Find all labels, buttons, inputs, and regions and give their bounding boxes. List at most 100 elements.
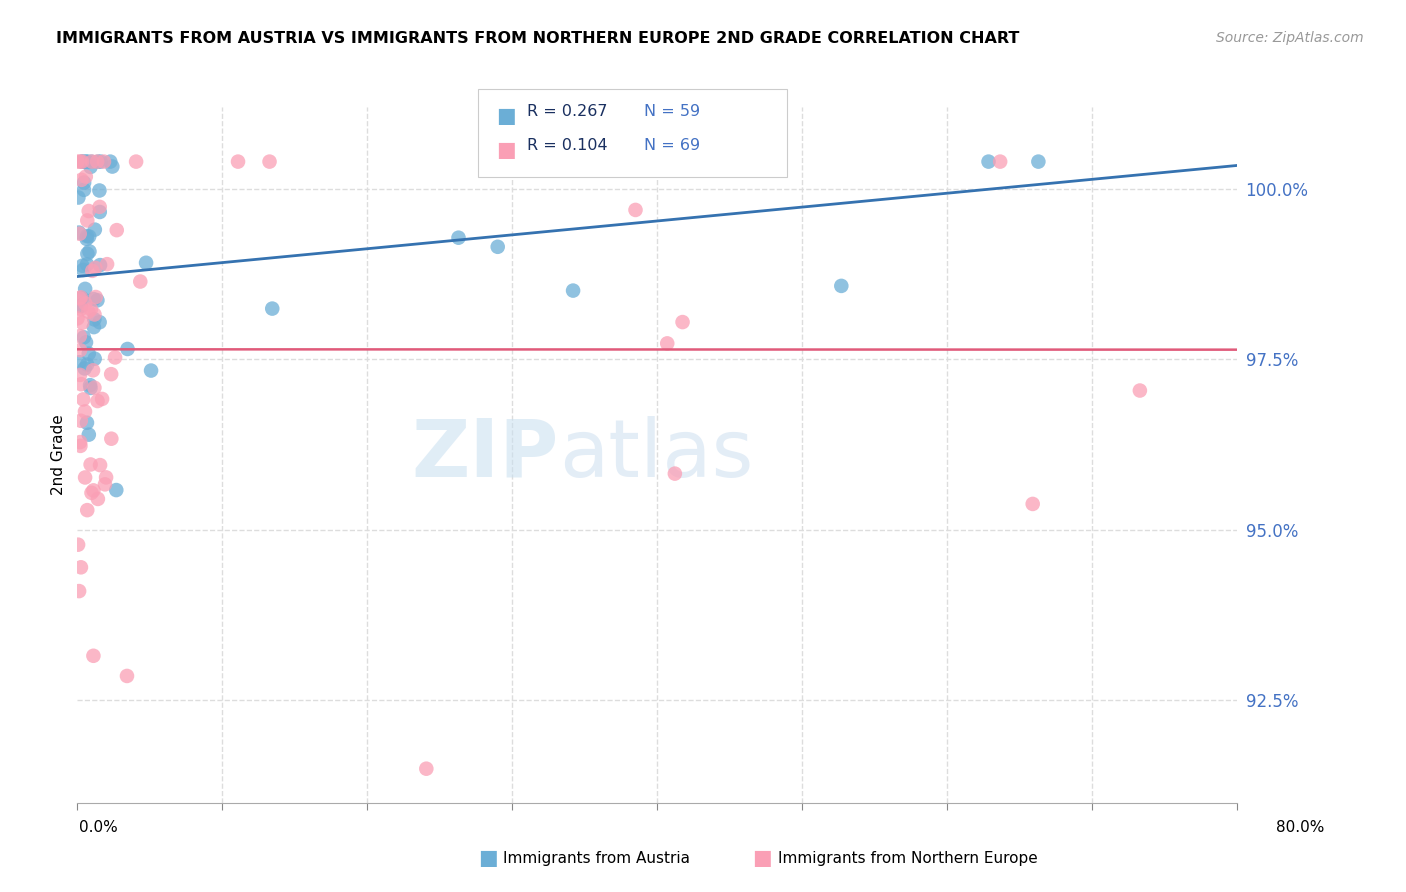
Point [75, 282, 97, 296]
Point [70, 154, 93, 169]
Point [77, 204, 100, 219]
Point [86, 293, 108, 308]
Point [91, 392, 114, 406]
Point [80, 154, 103, 169]
Point [105, 483, 128, 497]
Point [84, 290, 107, 304]
Point [69, 227, 91, 241]
Point [671, 315, 693, 329]
Point [79, 458, 101, 472]
Point [562, 284, 585, 298]
Point [76, 358, 98, 372]
Text: ■: ■ [496, 106, 516, 126]
Point [129, 275, 152, 289]
Text: Immigrants from Austria: Immigrants from Austria [503, 851, 690, 865]
Point [100, 367, 122, 381]
Point [79, 244, 101, 259]
Text: Source: ZipAtlas.com: Source: ZipAtlas.com [1216, 31, 1364, 45]
Point [104, 351, 127, 365]
Point [76, 229, 98, 244]
Point [69, 329, 91, 343]
Point [83, 292, 105, 306]
Text: ■: ■ [496, 140, 516, 160]
Point [77, 427, 100, 442]
Point [67, 584, 90, 599]
Text: R = 0.267: R = 0.267 [527, 104, 607, 120]
Point [77, 229, 100, 244]
Point [89, 258, 111, 272]
Point [89, 458, 111, 472]
Point [75, 169, 97, 184]
Point [70, 377, 93, 392]
Point [67, 190, 90, 204]
Point [89, 184, 111, 198]
Point [70, 173, 93, 187]
Point [72, 259, 94, 273]
Point [82, 483, 104, 498]
Point [83, 222, 105, 236]
Point [69, 343, 91, 358]
Point [75, 470, 97, 484]
Point [76, 416, 98, 430]
Point [73, 361, 96, 376]
Point [66, 154, 89, 169]
Point [89, 315, 111, 329]
Point [83, 381, 105, 395]
Point [75, 335, 97, 350]
Point [101, 160, 124, 174]
Point [82, 648, 104, 663]
Text: R = 0.104: R = 0.104 [527, 138, 607, 153]
Point [83, 320, 105, 334]
Point [80, 486, 103, 500]
Point [76, 257, 98, 271]
Point [66, 311, 89, 326]
Point [988, 154, 1011, 169]
Text: atlas: atlas [558, 416, 754, 494]
Text: N = 69: N = 69 [644, 138, 700, 153]
Point [751, 154, 773, 169]
Point [73, 176, 96, 190]
Point [657, 336, 679, 351]
Point [76, 503, 98, 517]
Point [89, 205, 111, 219]
Point [72, 316, 94, 330]
Point [93, 154, 115, 169]
Point [692, 154, 714, 169]
Text: N = 59: N = 59 [644, 104, 700, 120]
Point [69, 368, 91, 382]
Point [100, 432, 122, 446]
Point [69, 290, 91, 304]
Point [83, 351, 105, 366]
Point [77, 305, 100, 319]
Point [1129, 384, 1152, 398]
Point [94, 470, 117, 484]
Point [486, 240, 509, 254]
Point [80, 154, 103, 169]
Point [98, 154, 121, 169]
Point [226, 154, 249, 169]
Point [87, 154, 110, 169]
Point [135, 256, 157, 270]
Point [76, 246, 98, 260]
Point [447, 230, 470, 244]
Point [94, 477, 117, 491]
Text: 0.0%: 0.0% [79, 821, 118, 835]
Point [77, 346, 100, 360]
Point [76, 154, 98, 169]
Point [76, 232, 98, 246]
Point [69, 355, 91, 369]
Text: ■: ■ [478, 848, 498, 868]
Point [83, 312, 105, 326]
Point [73, 330, 96, 344]
Point [69, 435, 91, 450]
Point [69, 414, 91, 428]
Point [73, 404, 96, 418]
Point [139, 363, 162, 377]
Point [415, 762, 437, 776]
Point [82, 363, 104, 377]
Point [69, 301, 91, 316]
Point [73, 183, 96, 197]
Point [75, 154, 97, 169]
Point [79, 378, 101, 392]
Point [830, 279, 852, 293]
